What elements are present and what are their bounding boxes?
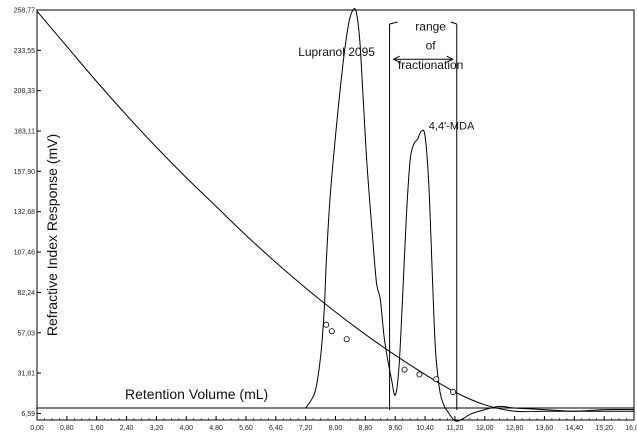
y-tick-label: 31,81	[17, 371, 35, 378]
annotation-range-3: fractionation	[398, 58, 463, 72]
annotation-lupranol: Lupranol 2095	[298, 45, 375, 59]
calibration-curve-series	[36, 10, 634, 413]
x-tick-label: 10,40	[416, 425, 434, 432]
calibration-markers	[323, 321, 457, 396]
y-tick-label: 82,24	[17, 290, 35, 297]
x-tick-label: 8,00	[329, 425, 343, 432]
x-tick-label: 4,00	[179, 425, 193, 432]
x-tick-label: 4,80	[209, 425, 223, 432]
y-tick-label: 183,11	[14, 129, 35, 136]
calibration-point	[433, 376, 440, 383]
y-tick-label: 233,55	[14, 48, 36, 55]
x-tick-label: 11,20	[446, 425, 463, 432]
x-tick-label: 3,20	[150, 425, 164, 432]
x-tick-label: 13,60	[536, 425, 554, 432]
y-axis-title: Refractive Index Response (mV)	[44, 134, 60, 336]
annotation-mda: 4,4'-MDA	[429, 121, 475, 133]
arrow-head-right-icon	[446, 55, 454, 63]
x-tick-label: 5,60	[239, 425, 253, 432]
calibration-point	[416, 371, 423, 378]
x-tick-label: 15,20	[595, 425, 613, 432]
x-tick-label: 9,60	[388, 425, 402, 432]
x-tick-label: 7,20	[299, 425, 313, 432]
x-tick-label: 0,00	[30, 425, 44, 432]
annotation-range-2: of	[426, 39, 437, 53]
annotations: Lupranol 2095 range of fractionation 4,4'-MD…	[298, 19, 475, 132]
annotation-range-1: range	[415, 19, 446, 33]
fractionation-range-left-kink	[389, 21, 398, 25]
x-tick-label: 16,00	[625, 425, 637, 432]
y-tick-label: 157,90	[14, 169, 36, 176]
calibration-point	[328, 328, 335, 335]
x-tick-label: 0,80	[60, 425, 74, 432]
calibration-point	[450, 389, 457, 396]
calibration-point	[323, 321, 330, 328]
x-axis-title: Retention Volume (mL)	[125, 386, 268, 402]
ticks	[36, 9, 635, 420]
plot-frame	[36, 9, 635, 421]
y-tick-label: 208,33	[14, 88, 36, 95]
x-tick-label: 8,80	[359, 425, 373, 432]
arrow-head-left-icon	[392, 55, 400, 63]
calibration-point	[343, 336, 350, 343]
x-tick-label: 12,80	[506, 425, 524, 432]
y-tick-label: 57,03	[17, 330, 35, 337]
y-tick-label: 258,77	[14, 8, 36, 15]
fractionation-range-right-kink	[450, 21, 457, 25]
y-tick-labels: 6,59 31,81 57,03 82,24 107,46 132,68 157,90 183…	[14, 8, 36, 418]
calibration-point	[401, 366, 408, 373]
x-tick-label: 6,40	[269, 425, 283, 432]
y-tick-label: 132,68	[14, 209, 36, 216]
y-tick-label: 6,59	[21, 411, 35, 418]
x-tick-label: 12,00	[476, 425, 494, 432]
chromatogram-series	[305, 8, 635, 422]
x-tick-label: 14,40	[566, 425, 584, 432]
x-tick-label: 1,60	[90, 425, 104, 432]
x-tick-label: 2,40	[120, 425, 134, 432]
y-tick-label: 107,46	[14, 250, 36, 257]
x-tick-labels: 0,00 0,80 1,60 2,40 3,20 4,00 4,80 5,60 6,40 7,20…	[30, 425, 637, 432]
